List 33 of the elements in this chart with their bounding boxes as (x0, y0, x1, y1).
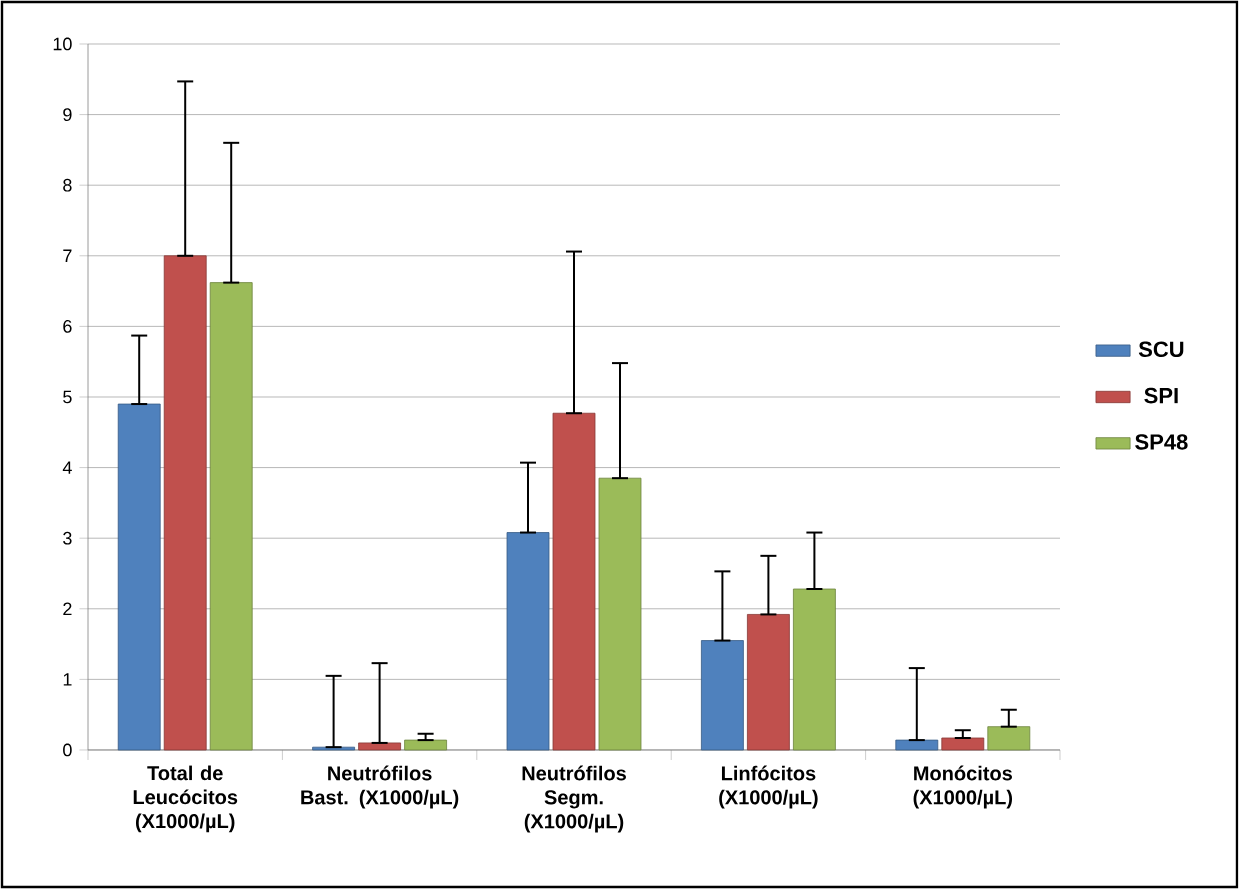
y-tick-label: 0 (63, 743, 72, 757)
y-tick-label: 10 (53, 37, 72, 51)
y-tick-label: 8 (63, 178, 72, 192)
y-tick-label: 3 (63, 531, 72, 545)
y-tick-label: 4 (62, 461, 72, 474)
x-tick-label: Neutrófilos Bast. (X1000/µL) (301, 765, 459, 809)
x-tick-label: Linfócitos (X1000/µL) (719, 765, 818, 809)
bar (506, 532, 550, 751)
bar (209, 282, 253, 751)
bar (552, 412, 596, 751)
legend-label: SPI (1144, 387, 1178, 404)
y-tick-label: 9 (63, 108, 72, 121)
bar (163, 255, 207, 751)
y-tick-label: 1 (63, 673, 72, 686)
bar (598, 477, 642, 751)
legend-label: SP48 (1135, 434, 1188, 450)
y-tick-label: 2 (63, 602, 72, 616)
y-tick-label: 7 (63, 249, 72, 262)
y-tick-label: 6 (63, 320, 72, 333)
bar (895, 739, 939, 751)
bar (117, 403, 161, 751)
legend-label: SCU (1138, 341, 1184, 358)
x-tick-label: Monócitos (X1000/µL) (913, 765, 1013, 809)
x-tick-label: Total de Leucócitos (X1000/µL) (133, 765, 238, 833)
bar (358, 742, 402, 751)
bar (941, 737, 985, 751)
x-tick-label: Neutrófilos Segm. (X1000/µL) (522, 765, 626, 833)
bar (987, 726, 1031, 751)
bar (793, 588, 836, 751)
y-tick-label: 5 (63, 390, 72, 404)
bar (747, 614, 790, 751)
bar (404, 739, 447, 751)
bar (701, 640, 744, 751)
